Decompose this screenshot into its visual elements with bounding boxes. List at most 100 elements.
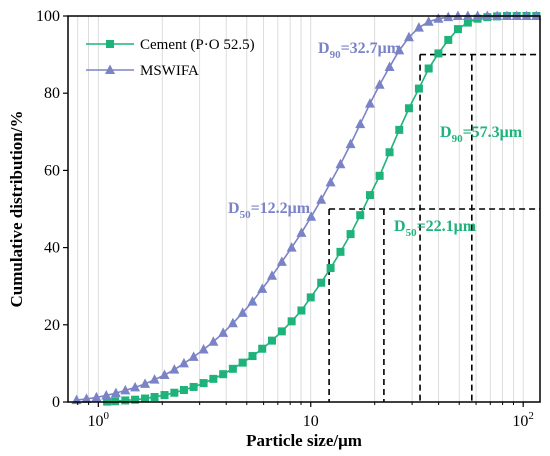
- annotation-ms-d50: D50=12.2μm: [228, 200, 311, 221]
- legend-marker: [105, 64, 115, 74]
- data-point: [219, 370, 228, 379]
- data-point: [141, 394, 150, 403]
- annotation-subscript: 90: [330, 49, 342, 61]
- annotation-value: =32.7μm: [341, 40, 401, 57]
- y-tick-label: 80: [44, 85, 60, 102]
- data-point: [276, 256, 287, 266]
- data-point: [189, 382, 198, 391]
- data-point: [463, 18, 472, 27]
- data-point: [266, 270, 277, 280]
- data-point: [316, 194, 327, 204]
- annotation-ms-d90: D90=32.7μm: [318, 40, 401, 61]
- annotation-subscript: 50: [406, 227, 418, 239]
- data-point: [306, 293, 315, 302]
- data-point: [179, 386, 188, 395]
- data-point: [364, 98, 375, 108]
- annotation-cem-d50: D50=22.1μm: [394, 218, 477, 239]
- data-point: [345, 138, 356, 149]
- data-point: [335, 158, 346, 169]
- x-tick-label: 100: [88, 410, 110, 430]
- annotation-subscript: 50: [240, 209, 252, 221]
- data-point: [237, 307, 248, 317]
- y-tick-label: 0: [52, 394, 60, 411]
- data-point: [208, 336, 219, 346]
- data-point: [199, 379, 208, 388]
- data-point: [121, 396, 130, 405]
- y-tick-label: 40: [44, 240, 60, 257]
- data-point: [248, 352, 257, 361]
- data-point: [434, 49, 443, 58]
- legend-label: Cement (P·O 52.5): [140, 37, 255, 53]
- annotations: D50=22.1μm D90=57.3μm D50=12.2μm D90=32.7μm: [228, 40, 523, 239]
- data-point: [101, 389, 112, 400]
- plot-frame: [67, 15, 541, 403]
- data-point: [247, 296, 258, 306]
- data-point: [277, 327, 286, 336]
- data-point: [110, 387, 121, 398]
- data-point: [413, 22, 424, 32]
- data-point: [297, 306, 306, 315]
- data-point: [287, 317, 296, 326]
- data-point: [170, 388, 179, 397]
- data-point: [326, 264, 335, 273]
- data-point: [424, 64, 433, 73]
- data-point: [414, 84, 423, 93]
- data-point: [91, 391, 102, 402]
- annotation-value: =22.1μm: [417, 218, 477, 235]
- legend: Cement (P·O 52.5) MSWIFA: [86, 37, 255, 79]
- data-point: [336, 247, 345, 256]
- y-tick-label: 100: [36, 8, 60, 25]
- annotation-value: =57.3μm: [463, 124, 523, 141]
- legend-marker: [106, 40, 114, 48]
- legend-item: MSWIFA: [86, 63, 199, 79]
- data-point: [317, 278, 326, 287]
- d-value-guide-lines: [328, 53, 540, 402]
- data-point: [433, 13, 444, 23]
- data-point: [365, 191, 374, 200]
- x-tick-exponent: 0: [104, 410, 110, 422]
- data-point: [169, 364, 180, 374]
- data-point: [356, 211, 365, 220]
- data-point: [404, 104, 413, 113]
- data-point: [286, 242, 297, 252]
- data-point: [218, 327, 229, 337]
- data-point: [131, 395, 140, 404]
- y-tick-label: 20: [44, 317, 60, 334]
- data-point: [403, 31, 414, 42]
- x-tick-exponent: 2: [528, 410, 534, 422]
- data-point: [81, 393, 92, 403]
- data-point: [374, 79, 385, 89]
- annotation-subscript: 90: [452, 133, 464, 145]
- x-axis-label: Particle size/μm: [246, 431, 362, 450]
- data-point: [257, 283, 268, 293]
- legend-label: MSWIFA: [140, 63, 199, 79]
- data-point: [325, 176, 336, 187]
- data-point: [130, 381, 141, 392]
- data-point: [159, 369, 170, 379]
- data-point: [395, 125, 404, 134]
- data-point: [188, 351, 199, 361]
- data-point: [296, 227, 307, 237]
- data-point: [394, 44, 405, 55]
- data-point: [238, 358, 247, 367]
- data-point: [385, 148, 394, 157]
- x-tick-label: 10: [303, 413, 319, 430]
- data-point: [178, 357, 189, 368]
- y-tick-label: 60: [44, 162, 60, 179]
- data-point: [258, 344, 267, 353]
- annotation-cem-d90: D90=57.3μm: [440, 124, 523, 145]
- x-tick-label: 102: [512, 410, 534, 430]
- data-point: [120, 384, 131, 395]
- data-point: [209, 374, 218, 383]
- y-axis-label: Cumulative distribution/%: [7, 111, 26, 308]
- data-point: [267, 336, 276, 345]
- data-point: [355, 118, 366, 129]
- data-point: [453, 25, 462, 34]
- data-point: [444, 35, 453, 44]
- data-point: [306, 211, 317, 221]
- data-point: [227, 317, 238, 328]
- data-point: [384, 61, 395, 71]
- data-point: [150, 392, 159, 401]
